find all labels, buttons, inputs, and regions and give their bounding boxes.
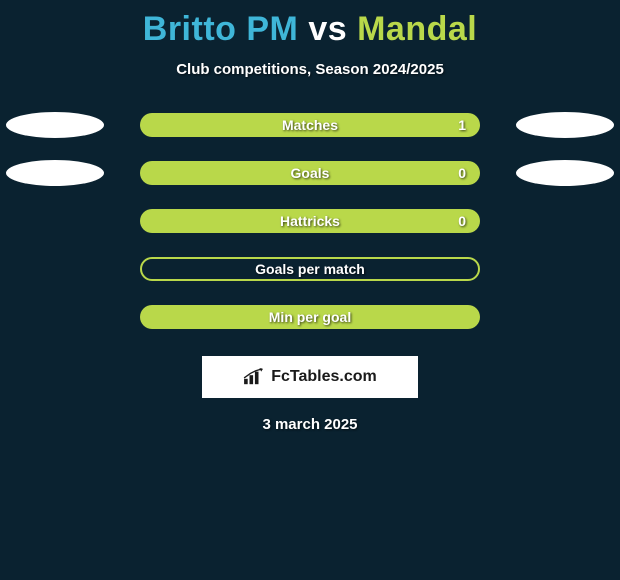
stat-bar: Goals 0 (140, 161, 480, 185)
team-a-name: Britto PM (143, 10, 299, 48)
stat-bar: Goals per match (140, 257, 480, 281)
stat-value: 1 (458, 117, 466, 133)
subtitle: Club competitions, Season 2024/2025 (176, 61, 444, 78)
stat-row: Hattricks 0 (0, 208, 620, 234)
team-b-name: Mandal (357, 10, 477, 48)
stat-row: Goals 0 (0, 160, 620, 186)
stat-row: Matches 1 (0, 112, 620, 138)
left-ellipse (6, 112, 104, 138)
stat-bar: Min per goal (140, 305, 480, 329)
stat-label: Min per goal (269, 309, 351, 325)
stat-value: 0 (458, 213, 466, 229)
right-ellipse (516, 112, 614, 138)
brand-text: FcTables.com (271, 368, 377, 386)
stat-bar: Hattricks 0 (140, 209, 480, 233)
stat-label: Hattricks (280, 213, 340, 229)
vs-text: vs (308, 10, 347, 48)
bar-chart-icon (243, 368, 265, 386)
brand-logo: FcTables.com (202, 356, 418, 398)
stat-row: Min per goal (0, 304, 620, 330)
stat-rows: Matches 1 Goals 0 Hattricks 0 Goals per match M… (0, 112, 620, 330)
comparison-title: Britto PM vs Mandal (143, 10, 477, 49)
stat-bar: Matches 1 (140, 113, 480, 137)
stat-value: 0 (458, 165, 466, 181)
stat-label: Goals (291, 165, 330, 181)
stat-label: Goals per match (255, 261, 365, 277)
stat-row: Goals per match (0, 256, 620, 282)
date-text: 3 march 2025 (262, 416, 357, 433)
left-ellipse (6, 160, 104, 186)
stat-label: Matches (282, 117, 338, 133)
right-ellipse (516, 160, 614, 186)
